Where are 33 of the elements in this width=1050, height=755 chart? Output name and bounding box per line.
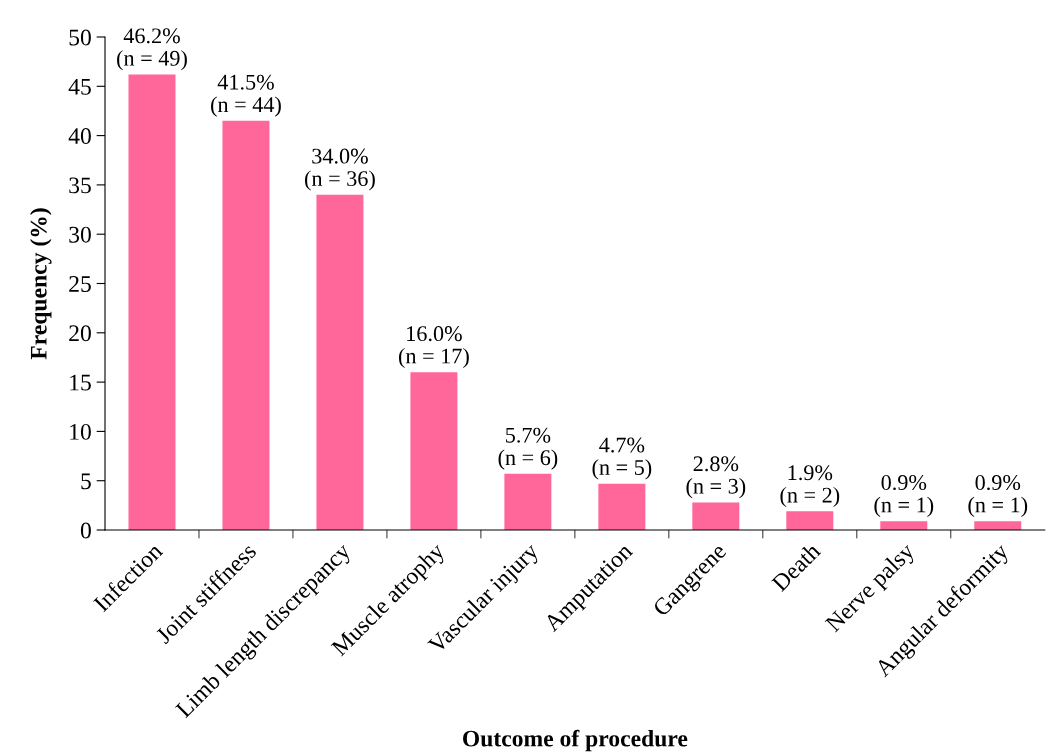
data-label: 2.8% (n = 3) bbox=[686, 456, 746, 499]
y-tick-label: 35 bbox=[69, 177, 91, 194]
bar bbox=[880, 521, 928, 531]
bar bbox=[786, 511, 834, 531]
data-label: 16.0% (n = 17) bbox=[399, 326, 469, 369]
x-axis-title: Outcome of procedure bbox=[463, 729, 688, 752]
y-tick-label: 25 bbox=[69, 276, 91, 292]
y-tick-label: 50 bbox=[69, 29, 91, 46]
bar bbox=[692, 502, 740, 531]
data-label: 4.7% (n = 5) bbox=[592, 437, 652, 480]
data-label: 0.9% (n = 1) bbox=[874, 474, 934, 517]
data-label: 5.7% (n = 6) bbox=[498, 427, 558, 470]
bar bbox=[598, 483, 646, 531]
y-tick-label: 20 bbox=[69, 325, 91, 342]
y-axis-title: Frequency (%) bbox=[30, 208, 52, 360]
bar bbox=[410, 372, 458, 531]
bar bbox=[316, 194, 364, 531]
bar bbox=[974, 521, 1022, 531]
y-tick-label: 15 bbox=[70, 374, 91, 391]
y-tick-label: 0 bbox=[80, 522, 91, 539]
bar bbox=[222, 120, 270, 531]
data-label: 34.0% (n = 36) bbox=[305, 148, 375, 191]
y-tick-label: 30 bbox=[69, 226, 91, 243]
data-label: 46.2% (n = 49) bbox=[117, 28, 187, 71]
y-tick-label: 5 bbox=[81, 473, 91, 490]
data-label: 41.5% (n = 44) bbox=[211, 74, 281, 117]
bar bbox=[128, 74, 176, 531]
bar bbox=[504, 473, 552, 531]
data-label: 1.9% (n = 2) bbox=[780, 465, 840, 508]
y-tick-label: 10 bbox=[70, 423, 91, 440]
y-tick-label: 40 bbox=[68, 128, 91, 145]
y-tick-label: 45 bbox=[68, 78, 91, 95]
data-label: 0.9% (n = 1) bbox=[968, 474, 1028, 517]
